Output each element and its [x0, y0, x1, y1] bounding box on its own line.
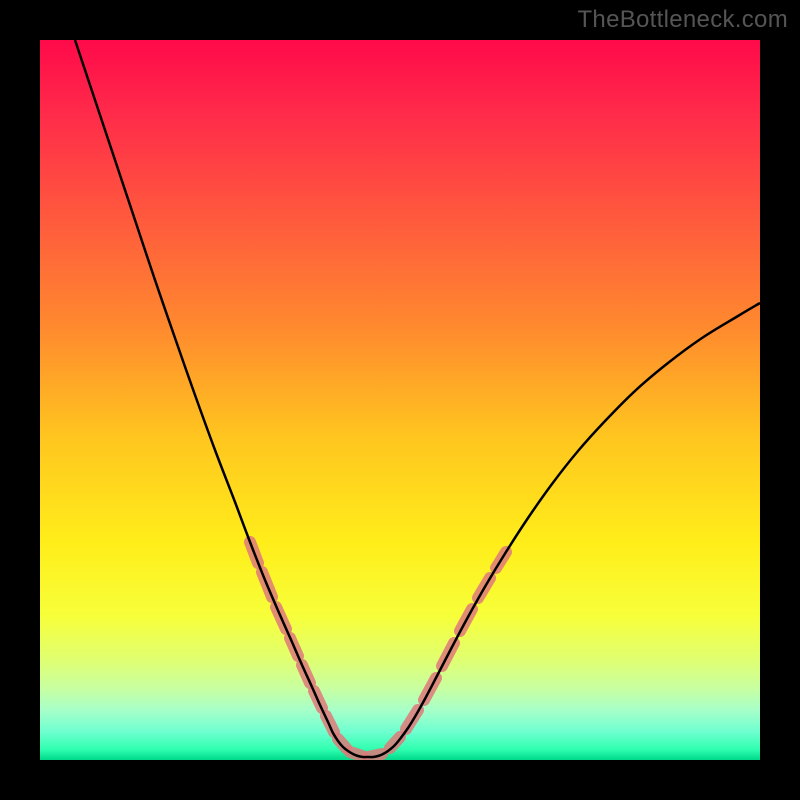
bottleneck-chart	[40, 40, 760, 760]
watermark-text: TheBottleneck.com	[577, 6, 788, 34]
chart-container: TheBottleneck.com	[0, 0, 800, 800]
plot-area	[40, 40, 760, 760]
gradient-background	[40, 40, 760, 760]
